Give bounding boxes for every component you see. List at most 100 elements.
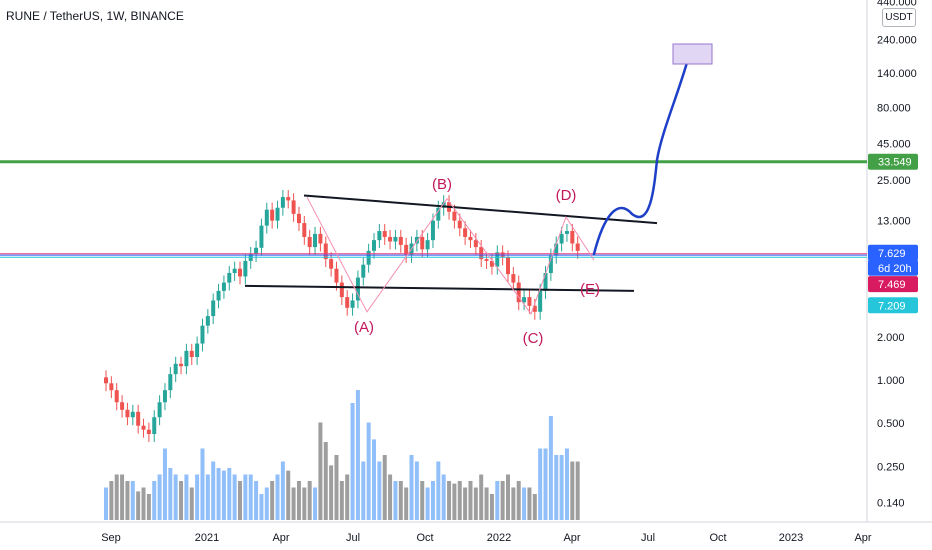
candle-body [377, 231, 382, 241]
volume-bar [168, 468, 173, 520]
candle [270, 202, 275, 229]
candle-body [484, 259, 489, 261]
candle-body [296, 213, 301, 224]
volume-bar [479, 474, 484, 520]
volume-bar [216, 468, 221, 520]
volume-bar [334, 455, 339, 520]
target-box [672, 43, 713, 65]
candle-body [291, 200, 296, 214]
candle [506, 250, 510, 283]
volume-bar [372, 439, 376, 520]
candle-body [436, 207, 441, 221]
volume-bar [489, 494, 494, 520]
volume-bar [200, 448, 205, 520]
candle-body [162, 390, 167, 403]
volume-bar [500, 481, 505, 520]
candle-body [473, 240, 478, 248]
candle-body [302, 223, 307, 237]
candle [152, 410, 157, 442]
candle [130, 404, 135, 426]
symbol-header[interactable]: RUNE / TetherUS, 1W, BINANCE [6, 9, 184, 23]
currency-label[interactable]: USDT [882, 8, 916, 27]
projection-curve [592, 50, 692, 256]
candle [227, 265, 232, 291]
candle [136, 404, 141, 434]
candle-body [157, 402, 162, 418]
volume-bar [409, 455, 414, 520]
candle [275, 200, 280, 229]
volume-bar [543, 448, 548, 520]
volume-bar [350, 403, 355, 520]
volume-bar [532, 494, 537, 520]
candle [125, 402, 130, 426]
volume-bar [248, 474, 253, 520]
candle [463, 221, 468, 245]
volume-bar [468, 481, 473, 520]
candle [329, 252, 334, 277]
volume-bar [254, 481, 259, 520]
volume-bar [527, 487, 532, 520]
volume-bar [404, 487, 409, 520]
candle [195, 336, 200, 365]
candle-body [286, 197, 291, 201]
candle-body [120, 402, 125, 410]
candle-body [452, 211, 457, 221]
wave-path [306, 196, 595, 315]
time-tick-label: 2021 [195, 532, 219, 544]
candle [473, 233, 478, 256]
candle-body [425, 240, 430, 250]
upper-trendline [303, 194, 658, 225]
candle-body [393, 236, 398, 242]
volume-bar [184, 474, 189, 520]
candle [318, 226, 323, 252]
volume-bar [414, 461, 419, 520]
time-tick-label: 2023 [779, 532, 803, 544]
lower-trendline [244, 284, 635, 292]
price-tick-label: 140.000 [877, 68, 917, 80]
volume-bar [296, 481, 301, 520]
candle-body [334, 268, 339, 283]
time-tick-label: Apr [563, 532, 580, 544]
candle-body [463, 228, 468, 237]
candle-body [189, 350, 194, 357]
candle-body [489, 260, 494, 267]
candle-body [200, 325, 205, 344]
price-badge: 7.629 [868, 244, 918, 261]
candle [564, 223, 569, 242]
candle [109, 376, 114, 399]
candle [211, 293, 216, 325]
candle [388, 229, 393, 250]
price-tick-label: 80.000 [877, 103, 911, 115]
volume-bar [452, 483, 457, 520]
time-axis[interactable]: Sep 2021 Apr Jul Oct 2022 Apr Jul Oct 2023 Apr [101, 532, 872, 544]
candle-body [221, 282, 226, 291]
candle-body [141, 425, 146, 430]
candle [216, 283, 221, 309]
volume-bar [484, 487, 489, 520]
candle [559, 226, 564, 252]
volume-bar [157, 474, 162, 520]
candle-body [511, 274, 516, 283]
volume-bar [291, 487, 296, 520]
volume-bar [136, 491, 141, 520]
drawings: (A) (B) (C) (D) (E) [0, 43, 867, 347]
volume-bar [179, 481, 184, 520]
volume-bar [473, 487, 478, 520]
candle-body [527, 297, 532, 306]
volume-bar [516, 481, 521, 520]
volume-bar [393, 481, 398, 520]
price-axis[interactable]: 440.000 240.000 140.000 80.000 45.000 25.000 1… [877, 0, 917, 509]
price-tick-label: 2.000 [877, 332, 905, 344]
volume-bar [318, 422, 323, 520]
candle [372, 233, 376, 259]
candle-body [414, 236, 419, 244]
candle-body [468, 236, 473, 241]
volume-bar [141, 487, 146, 520]
volume-bar [189, 487, 194, 520]
volume-bar [238, 481, 242, 520]
volume-bar [377, 461, 382, 520]
volume-bar [232, 474, 237, 520]
candle [243, 253, 248, 285]
volume-bar [339, 481, 344, 520]
